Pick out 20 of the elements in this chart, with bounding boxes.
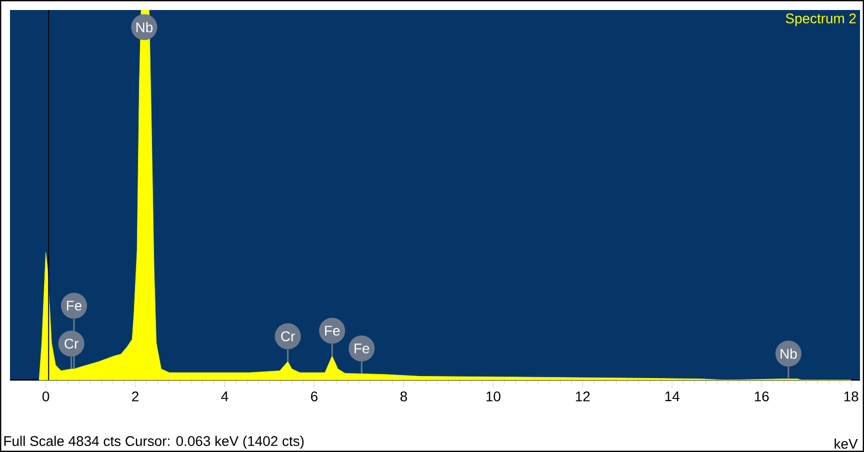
x-tick-label: 0 [42, 391, 50, 402]
annotation: Nb [136, 22, 153, 32]
annotation: Spectrum 2 [786, 13, 856, 26]
x-tick-label: 18 [844, 391, 858, 402]
annotation: Cr [281, 331, 295, 342]
x-tick-label: 8 [400, 391, 407, 402]
x-tick-label: 2 [132, 391, 138, 402]
x-tick-label: 12 [576, 391, 590, 402]
x-tick-label: 16 [754, 391, 769, 402]
x-tick-label: 6 [311, 391, 318, 402]
text: Full Scale 4834 cts Cursor: 0.063 keV (1402 cts) [4, 436, 304, 449]
x-tick-label: 14 [665, 392, 680, 402]
x-tick-label: 4 [221, 392, 228, 402]
annotation: Fe [354, 344, 370, 354]
x-axis-title: keV [834, 438, 858, 449]
annotation: Nb [780, 348, 797, 359]
annotation: Cr [64, 338, 78, 349]
annotation: Fe [325, 326, 340, 336]
annotation: Fe [66, 300, 82, 311]
x-tick-label: 10 [486, 391, 500, 402]
